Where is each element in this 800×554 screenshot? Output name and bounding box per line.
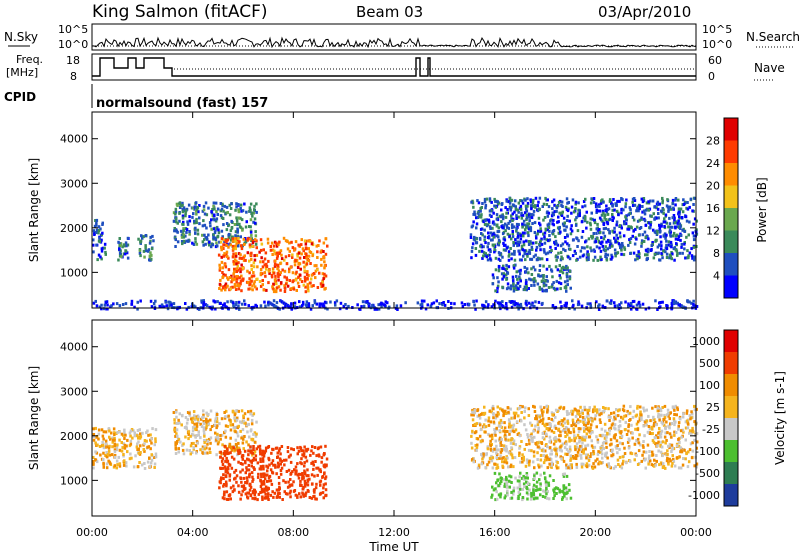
power-cbar-tick: 28	[706, 135, 720, 148]
date-label: 03/Apr/2010	[598, 3, 691, 21]
velocity-cbar-tick: -500	[695, 467, 720, 480]
power-cbar-segment	[724, 118, 738, 141]
velocity-colorbar: 1000 500 100 25 -25 -100 -500 -1000	[688, 329, 739, 507]
power-cbar-segment	[724, 140, 738, 163]
noise-strip: N.Sky 10^5 10^0 10^5 10^0 N.Search	[4, 23, 800, 51]
noise-left-tick-hi: 10^5	[58, 23, 88, 36]
power-ytick-label: 1000	[60, 266, 88, 279]
velocity-cbar-tick: -1000	[688, 489, 720, 502]
freq-tick-hi: 18	[66, 54, 80, 67]
power-ylabel: Slant Range [km]	[27, 158, 41, 262]
velocity-cbar-tick: 25	[706, 401, 720, 414]
velocity-cbar-segment	[724, 418, 738, 440]
x-tick-label: 00:00	[680, 526, 712, 539]
power-colorbar: 28 24 20 16 12 8 4	[706, 117, 739, 299]
nsearch-label: N.Search	[746, 30, 800, 44]
station-title: King Salmon (fitACF)	[92, 2, 268, 22]
velocity-cbar-segment	[724, 462, 738, 484]
x-tick-label: 04:00	[177, 526, 209, 539]
power-ytick-label: 2000	[60, 222, 88, 235]
cpid-strip: CPID normalsound (fast) 157	[4, 84, 268, 111]
freq-label-1: Freq.	[16, 53, 43, 66]
velocity-cbar-tick: 500	[699, 357, 720, 370]
velocity-ytick-label: 4000	[60, 341, 88, 354]
power-ytick-label: 3000	[60, 177, 88, 190]
velocity-cbar-segment	[724, 484, 738, 506]
velocity-cbar-tick: 100	[699, 379, 720, 392]
power-echo-region	[92, 218, 107, 262]
velocity-cbar-label: Velocity [m s-1]	[773, 371, 787, 465]
velocity-ytick-label: 3000	[60, 385, 88, 398]
power-cbar-segment	[724, 163, 738, 186]
power-cbar-tick: 4	[713, 270, 720, 283]
power-cbar-tick: 20	[706, 180, 720, 193]
nsky-line	[91, 36, 697, 49]
velocity-echo-region	[92, 426, 158, 470]
velocity-cbar-segment	[724, 374, 738, 396]
velocity-cbar-tick: -25	[702, 423, 720, 436]
freq-label-2: [MHz]	[6, 66, 38, 79]
power-echo-region	[469, 196, 699, 262]
x-tick-label: 16:00	[479, 526, 511, 539]
noise-left-tick-lo: 10^0	[58, 38, 88, 51]
x-tick-label: 20:00	[579, 526, 611, 539]
velocity-echo-region	[490, 471, 573, 502]
velocity-echoes	[92, 404, 699, 502]
velocity-cbar-segment	[724, 330, 738, 352]
power-cbar-segment	[724, 208, 738, 231]
velocity-cbar-segment	[724, 352, 738, 374]
x-axis-title: Time UT	[368, 540, 419, 554]
power-echo-region	[172, 201, 258, 249]
x-tick-label: 08:00	[277, 526, 309, 539]
power-cbar-segment	[724, 275, 738, 298]
power-cbar-label: Power [dB]	[755, 177, 769, 242]
velocity-echo-region	[172, 409, 258, 457]
velocity-cbar-segment	[724, 396, 738, 418]
cpid-label: CPID	[4, 90, 36, 104]
power-cbar-tick: 12	[706, 225, 720, 238]
power-cbar-segment	[724, 253, 738, 276]
x-tick-label: 00:00	[76, 526, 108, 539]
nave-tick-lo: 0	[708, 70, 715, 83]
beam-label: Beam 03	[356, 3, 423, 21]
velocity-echo-region	[218, 444, 329, 502]
velocity-ylabel: Slant Range [km]	[27, 366, 41, 470]
power-cbar-tick: 24	[706, 157, 720, 170]
freq-tick-lo: 8	[70, 70, 77, 83]
power-echo-region	[117, 236, 130, 262]
nsky-label: N.Sky	[4, 30, 38, 44]
nave-tick-hi: 60	[708, 54, 722, 67]
freq-strip: Freq. [MHz] 18 8 60 0 Nave	[6, 53, 785, 83]
power-echoes	[92, 196, 699, 311]
power-cbar-segment	[724, 185, 738, 208]
x-tick-label: 12:00	[378, 526, 410, 539]
power-panel: 4000 3000 2000 1000	[60, 111, 699, 311]
power-echo-region	[92, 299, 699, 311]
power-echo-region	[137, 234, 155, 262]
velocity-echo-region	[470, 404, 699, 470]
power-cbar-tick: 16	[706, 202, 720, 215]
power-ytick-label: 4000	[60, 133, 88, 146]
velocity-cbar-segment	[724, 440, 738, 462]
noise-right-tick-lo: 10^0	[702, 38, 732, 51]
frequency-line	[92, 57, 696, 77]
velocity-panel: 4000 3000 2000 1000	[60, 319, 699, 517]
velocity-ytick-label: 2000	[60, 430, 88, 443]
power-echo-region	[217, 236, 329, 294]
noise-right-tick-hi: 10^5	[702, 23, 732, 36]
cpid-value: normalsound (fast) 157	[96, 96, 268, 111]
power-echo-region	[491, 263, 572, 294]
velocity-cbar-tick: 1000	[692, 335, 720, 348]
power-cbar-segment	[724, 230, 738, 253]
velocity-cbar-tick: -100	[695, 445, 720, 458]
nave-label: Nave	[754, 61, 785, 75]
power-cbar-tick: 8	[713, 247, 720, 260]
velocity-ytick-label: 1000	[60, 474, 88, 487]
